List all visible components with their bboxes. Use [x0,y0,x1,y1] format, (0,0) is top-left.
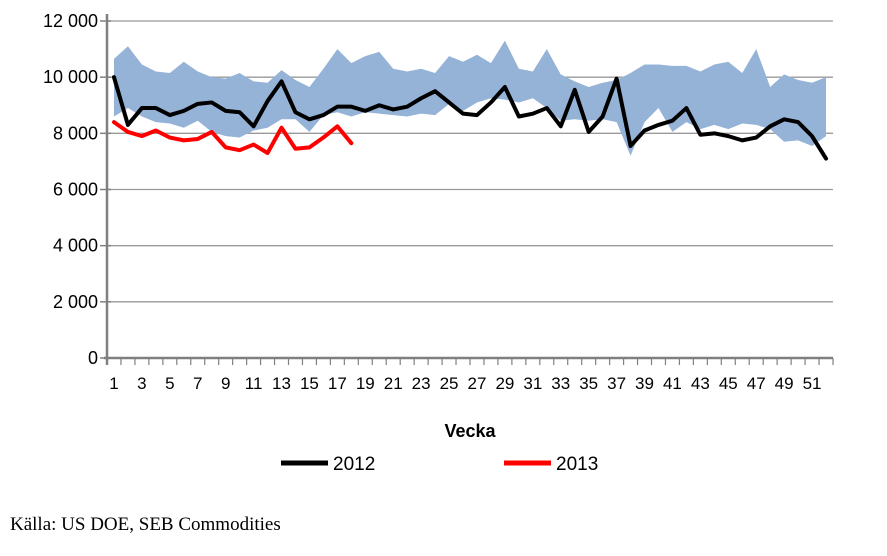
x-tick-label: 49 [775,374,794,393]
x-tick-label: 19 [356,374,375,393]
legend-2013-label: 2013 [556,454,598,475]
legend: 2012 2013 [281,454,598,475]
x-tick-label: 41 [663,374,682,393]
range-band [113,40,827,156]
x-tick-label: 39 [635,374,654,393]
series-2012-line [111,75,829,161]
range-band-group [113,40,827,156]
x-tick-label: 51 [803,374,822,393]
x-tick-label: 29 [495,374,514,393]
y-tick-label: 0 [88,348,98,368]
x-axis-title: Vecka [444,421,496,441]
y-tick-label: 6 000 [53,180,98,200]
x-tick-label: 5 [165,374,174,393]
x-tick-label: 45 [719,374,738,393]
x-tick-label: 37 [607,374,626,393]
y-tick-label: 12 000 [43,11,98,31]
x-tick-label: 35 [579,374,598,393]
source-caption: Källa: US DOE, SEB Commodities [10,514,281,535]
x-tick-label: 9 [221,374,230,393]
legend-2012-label: 2012 [333,454,375,475]
axes-group [100,14,834,365]
series-lines-group [111,75,829,161]
x-tick-label: 7 [193,374,202,393]
x-tick-label: 23 [412,374,431,393]
y-tick-label: 2 000 [53,292,98,312]
x-tick-label: 17 [328,374,347,393]
y-tick-label: 4 000 [53,236,98,256]
x-tick-label: 1 [109,374,118,393]
series-2013-line [111,120,354,155]
x-tick-label: 43 [691,374,710,393]
x-tick-label: 3 [137,374,146,393]
x-tick-label: 15 [300,374,319,393]
x-tick-label: 13 [272,374,291,393]
x-tick-label: 33 [551,374,570,393]
x-tick-label: 21 [384,374,403,393]
x-tick-label: 31 [523,374,542,393]
y-tick-label: 10 000 [43,67,98,87]
x-tick-label: 27 [468,374,487,393]
x-tick-label: 11 [245,374,263,393]
x-tick-label: 47 [747,374,766,393]
x-tick-label: 25 [440,374,459,393]
y-tick-label: 8 000 [53,123,98,143]
